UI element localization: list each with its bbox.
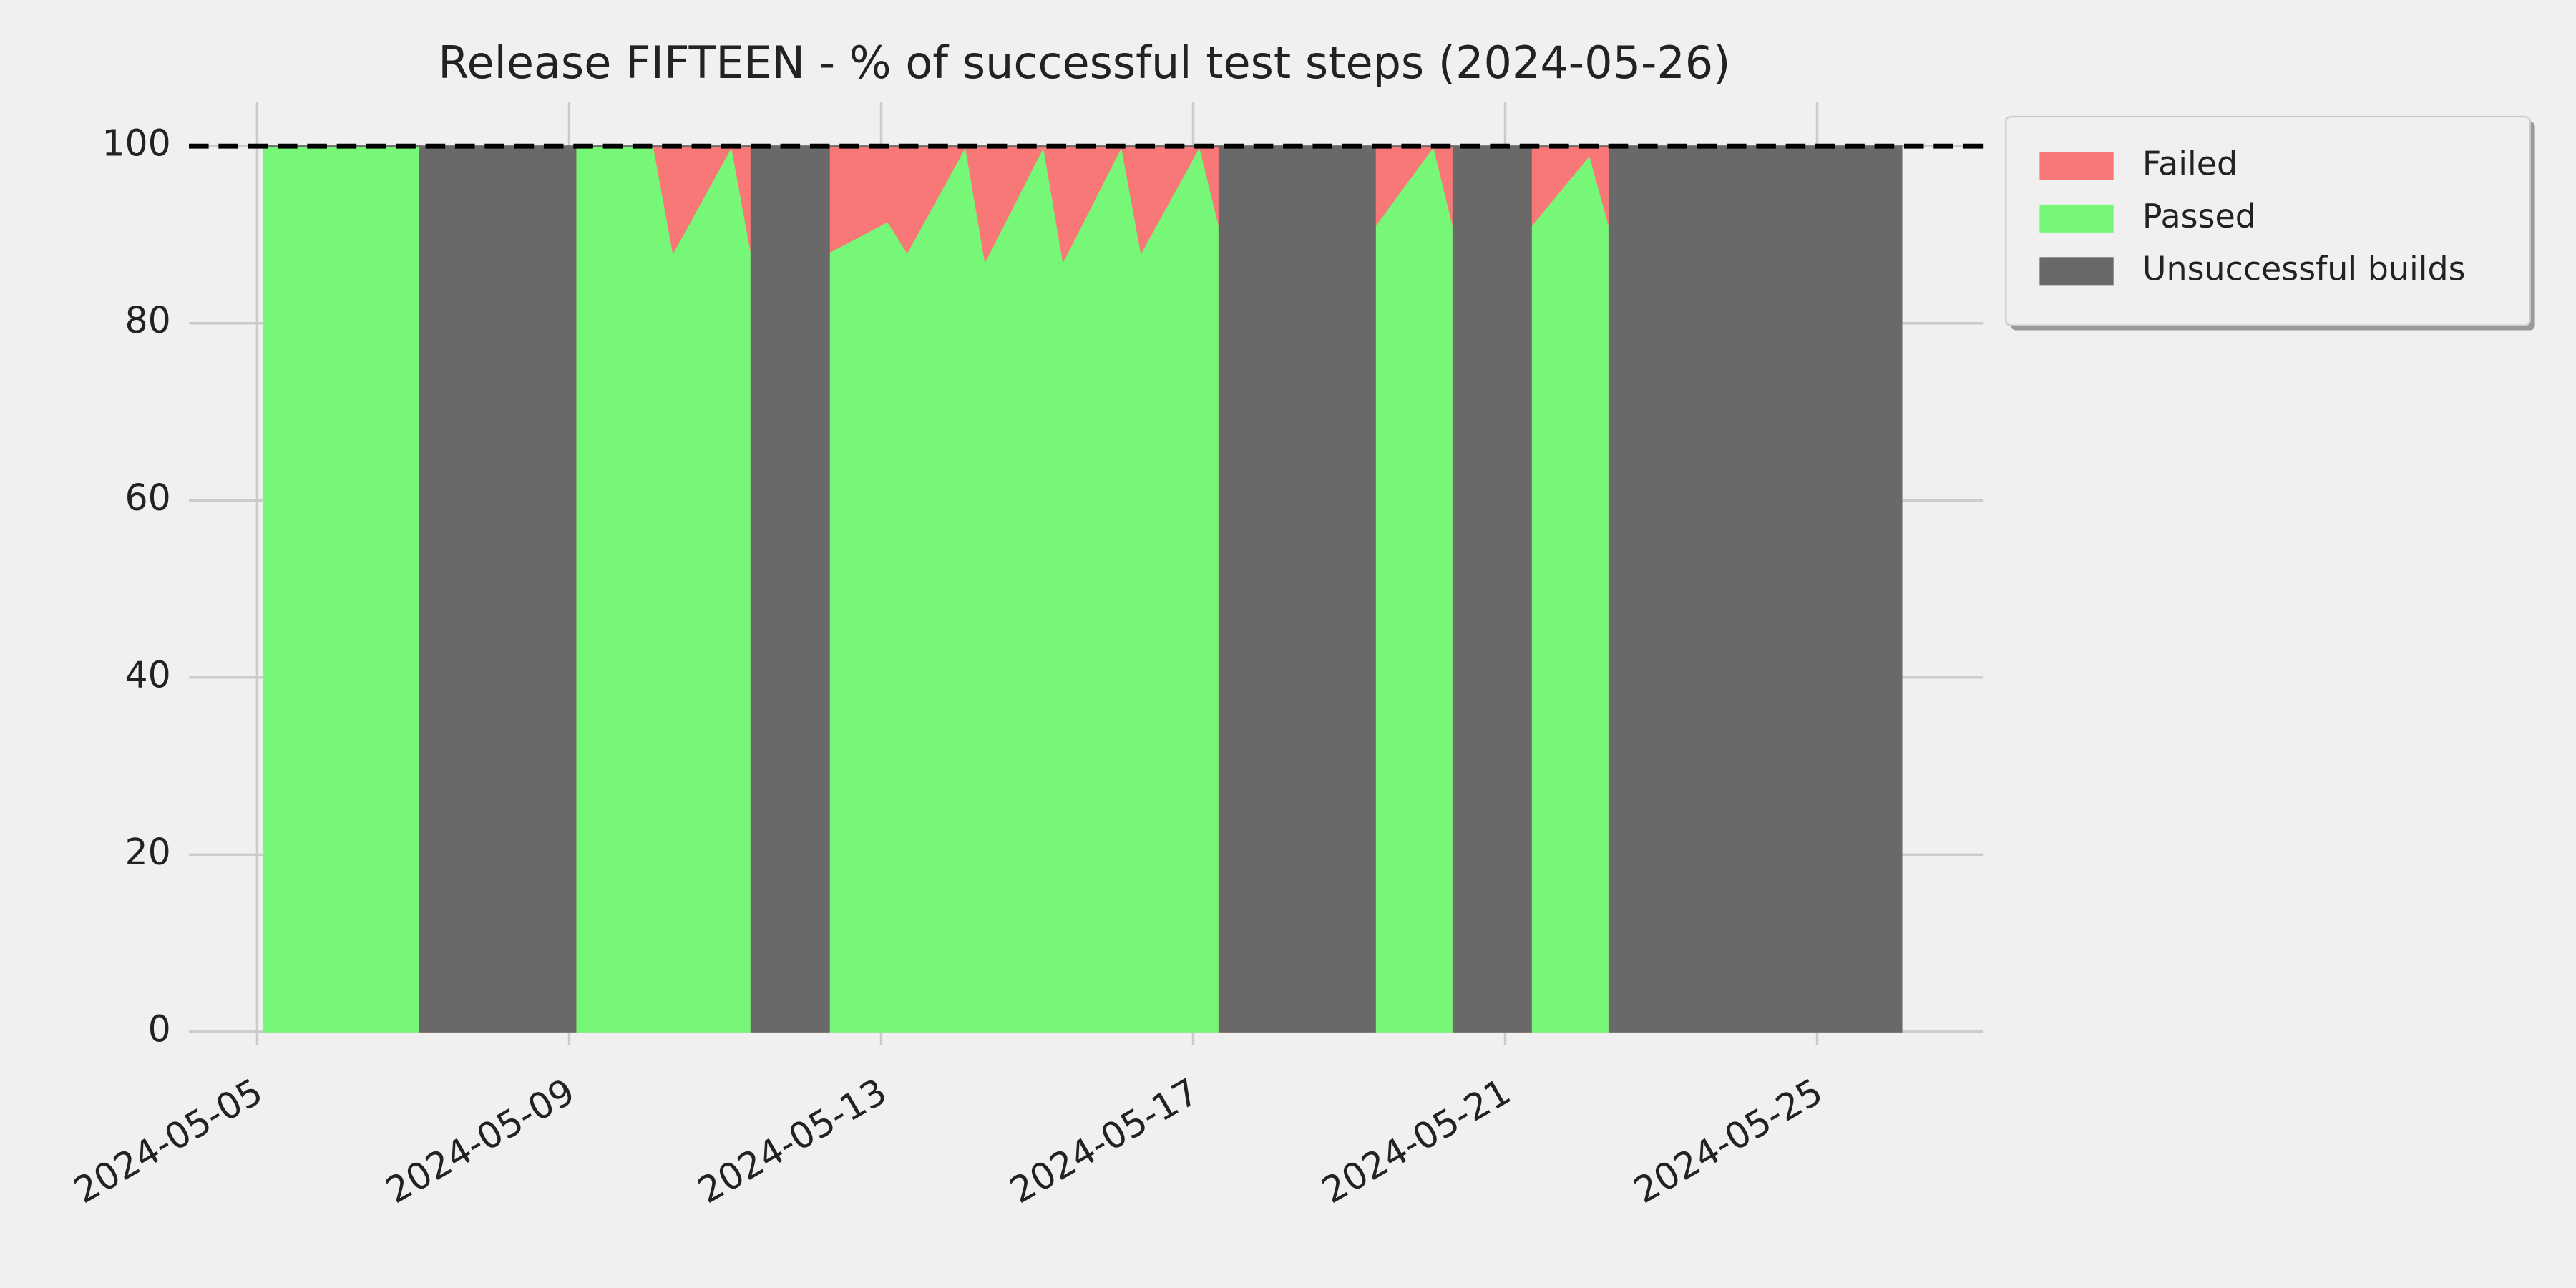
legend-swatch [2039,257,2114,286]
chart-title: Release FIFTEEN - % of successful test s… [438,36,1730,89]
y-tick-label: 100 [102,122,170,165]
y-tick-label: 20 [125,831,171,873]
legend: Failed Passed Unsuccessful builds [2005,115,2535,331]
legend-label: Unsuccessful builds [2142,249,2466,288]
y-tick-label: 80 [125,299,171,341]
legend-swatch [2039,152,2114,180]
legend-swatch [2039,204,2114,233]
legend-box [2005,115,2531,326]
y-tick-label: 40 [125,653,171,696]
legend-label: Failed [2142,144,2238,182]
y-tick-label: 60 [125,477,171,519]
y-tick-label: 0 [148,1008,171,1050]
legend-label: Passed [2142,197,2256,235]
